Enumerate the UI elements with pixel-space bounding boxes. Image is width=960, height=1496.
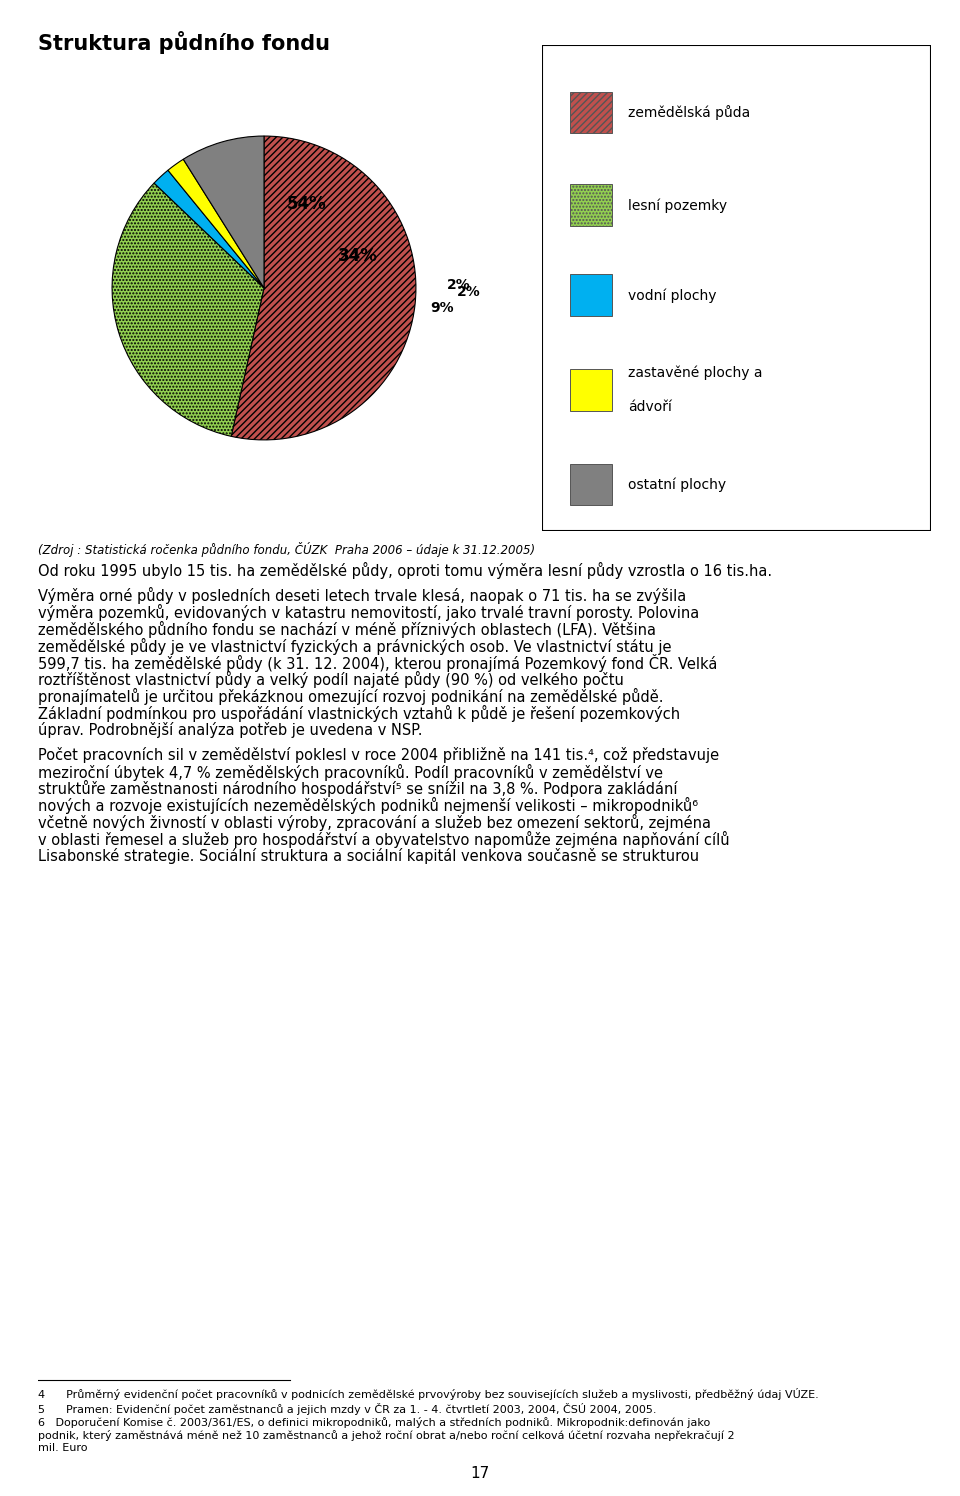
Wedge shape [155,171,264,287]
Text: ádvoří: ádvoří [628,399,672,414]
Text: ostatní plochy: ostatní plochy [628,477,726,492]
Text: zemědělské půdy je ve vlastnictví fyzických a právnických osob. Ve vlastnictví s: zemědělské půdy je ve vlastnictví fyzick… [38,637,672,655]
Text: Od roku 1995 ubylo 15 tis. ha zemědělské půdy, oproti tomu výměra lesní půdy vzr: Od roku 1995 ubylo 15 tis. ha zemědělské… [38,562,773,579]
Text: Počet pracovních sil v zemědělství poklesl v roce 2004 přibližně na 141 tis.⁴, c: Počet pracovních sil v zemědělství pokle… [38,747,720,763]
Text: zemědělského půdního fondu se nachází v méně příznivých oblastech (LFA). Většina: zemědělského půdního fondu se nachází v … [38,621,657,637]
Text: lesní pozemky: lesní pozemky [628,197,727,212]
Wedge shape [231,136,416,440]
Text: 599,7 tis. ha zemědělské půdy (k 31. 12. 2004), kterou pronajímá Pozemkový fond : 599,7 tis. ha zemědělské půdy (k 31. 12.… [38,654,718,672]
Text: 9%: 9% [430,301,454,316]
Text: Struktura půdního fondu: Struktura půdního fondu [38,31,330,54]
Text: výměra pozemků, evidovaných v katastru nemovitostí, jako trvalé travní porosty. : výměra pozemků, evidovaných v katastru n… [38,604,700,621]
Text: 5      Pramen: Evidenční počet zaměstnanců a jejich mzdy v ČR za 1. - 4. čtvrtle: 5 Pramen: Evidenční počet zaměstnanců a … [38,1403,657,1415]
Text: 2%: 2% [457,284,481,299]
Text: mil. Euro: mil. Euro [38,1444,88,1454]
Text: Základní podmínkou pro uspořádání vlastnických vztahů k půdě je řešení pozemkový: Základní podmínkou pro uspořádání vlastn… [38,705,681,721]
Bar [569,274,612,316]
Text: meziroční úbytek 4,7 % zemědělských pracovníků. Podíl pracovníků v zemědělství v: meziroční úbytek 4,7 % zemědělských prac… [38,763,663,781]
Bar [569,93,612,133]
Text: zastavěné plochy a: zastavěné plochy a [628,367,762,380]
Wedge shape [112,183,264,437]
Text: roztříštěnost vlastnictví půdy a velký podíl najaté půdy (90 %) od velkého počtu: roztříštěnost vlastnictví půdy a velký p… [38,672,624,688]
Text: Výměra orné půdy v posledních deseti letech trvale klesá, naopak o 71 tis. ha se: Výměra orné půdy v posledních deseti let… [38,586,686,604]
Text: podnik, který zaměstnává méně než 10 zaměstnanců a jehož roční obrat a/nebo ročn: podnik, který zaměstnává méně než 10 zam… [38,1430,735,1442]
Bar [569,370,612,410]
Wedge shape [183,136,264,287]
Text: 2%: 2% [446,278,470,292]
Text: 17: 17 [470,1466,490,1481]
Text: 54%: 54% [287,194,326,212]
Wedge shape [168,159,264,287]
Bar [569,464,612,506]
Text: vodní plochy: vodní plochy [628,289,716,302]
Text: včetně nových živností v oblasti výroby, zpracování a služeb bez omezení sektorů: včetně nových živností v oblasti výroby,… [38,814,711,830]
Text: (Zdroj : Statistická ročenka půdního fondu, ČÚZK  Praha 2006 – údaje k 31.12.200: (Zdroj : Statistická ročenka půdního fon… [38,542,536,557]
Text: Lisabonské strategie. Sociální struktura a sociální kapitál venkova současně se : Lisabonské strategie. Sociální struktura… [38,848,700,863]
Text: pronajímatelů je určitou překázknou omezující rozvoj podnikání na zemědělské půd: pronajímatelů je určitou překázknou omez… [38,688,664,705]
Text: 6   Doporučení Komise č. 2003/361/ES, o definici mikropodniků, malých a středníc: 6 Doporučení Komise č. 2003/361/ES, o de… [38,1417,710,1429]
Text: úprav. Podrobnější analýza potřeb je uvedena v NSP.: úprav. Podrobnější analýza potřeb je uve… [38,721,423,738]
Text: 4      Průměrný evidenční počet pracovníků v podnicích zemědělské prvovýroby bez: 4 Průměrný evidenční počet pracovníků v … [38,1388,819,1400]
Text: v oblasti řemesel a služeb pro hospodářství a obyvatelstvo napomůže zejména napň: v oblasti řemesel a služeb pro hospodářs… [38,830,730,848]
Text: zemědělská půda: zemědělská půda [628,106,750,120]
Text: 34%: 34% [338,247,377,265]
Bar [569,184,612,226]
Text: struktůře zaměstnanosti národního hospodářství⁵ se snížil na 3,8 %. Podpora zakl: struktůře zaměstnanosti národního hospod… [38,781,678,797]
Text: nových a rozvoje existujících nezemědělských podniků nejmenší velikosti – mikrop: nových a rozvoje existujících nezeměděls… [38,797,699,814]
